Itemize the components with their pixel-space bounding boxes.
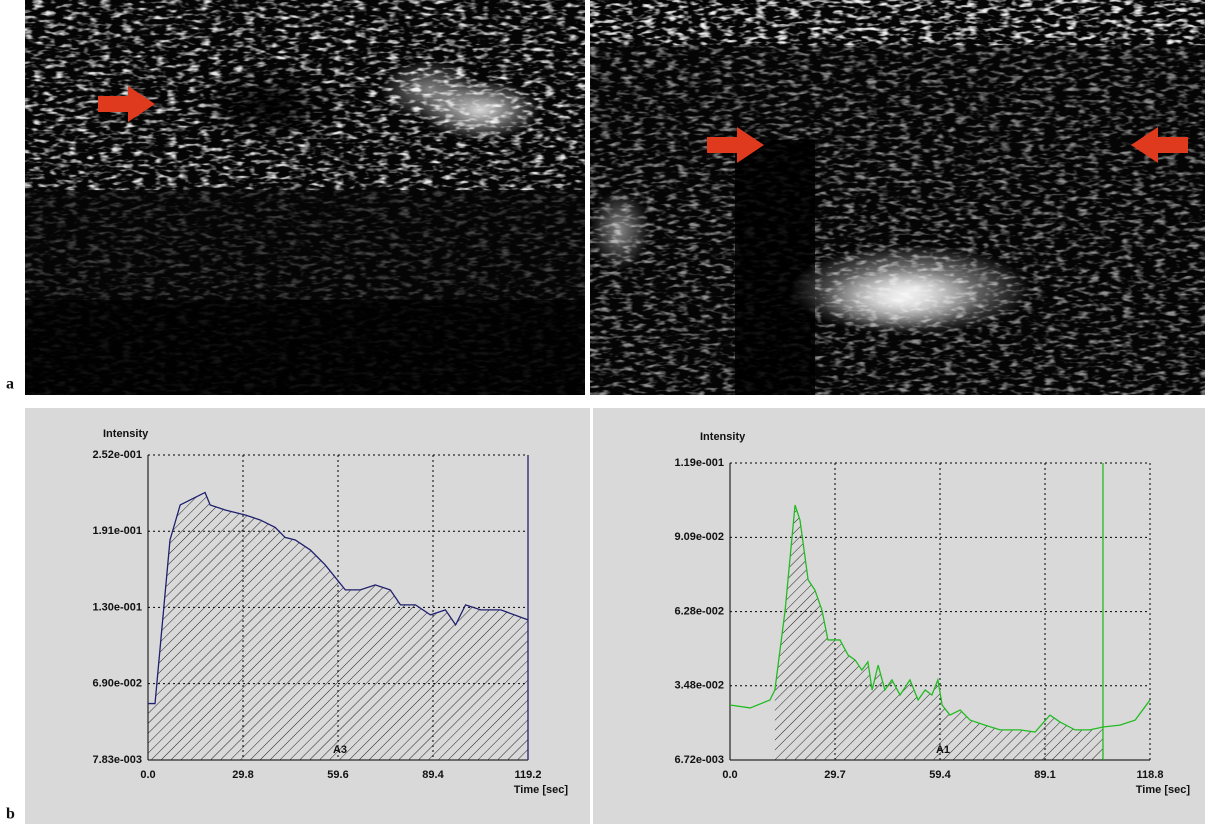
ultrasound-right xyxy=(590,0,1205,395)
y-tick-label: 6.90e-002 xyxy=(92,677,142,689)
y-tick-label: 6.28e-002 xyxy=(674,606,724,618)
y-tick-label: 7.83e-003 xyxy=(92,754,142,766)
y-tick-label: 1.30e-001 xyxy=(92,601,142,613)
region-label: A3 xyxy=(333,744,347,756)
y-tick-label: 6.72e-003 xyxy=(674,754,724,766)
region-label: A1 xyxy=(936,744,950,756)
x-tick-label: 89.1 xyxy=(1034,769,1055,781)
y-axis-label: Intensity xyxy=(103,428,149,440)
x-tick-label: 119.2 xyxy=(515,769,542,781)
figure: a b 7.83e-003 6.90e-002 1.30e-001 1.91e-001… xyxy=(0,0,1210,824)
panel-label: b xyxy=(6,806,15,823)
ultrasound-left xyxy=(25,0,585,395)
x-tick-label: 0.0 xyxy=(140,769,155,781)
x-tick-label: 89.4 xyxy=(422,769,444,781)
x-axis-label: Time [sec] xyxy=(514,784,569,796)
y-axis-label: Intensity xyxy=(700,431,746,443)
x-tick-label: 118.8 xyxy=(1137,769,1164,781)
x-tick-label: 59.4 xyxy=(929,769,951,781)
x-axis-label: Time [sec] xyxy=(1136,784,1191,796)
x-tick-label: 0.0 xyxy=(722,769,737,781)
x-tick-label: 29.7 xyxy=(824,769,845,781)
y-tick-label: 3.48e-002 xyxy=(674,680,724,692)
panel-label: a xyxy=(6,376,14,393)
y-tick-label: 1.19e-001 xyxy=(674,457,724,469)
y-tick-label: 9.09e-002 xyxy=(674,531,724,543)
x-tick-label: 29.8 xyxy=(232,769,253,781)
x-tick-label: 59.6 xyxy=(327,769,348,781)
y-tick-label: 2.52e-001 xyxy=(92,449,142,461)
y-tick-label: 1.91e-001 xyxy=(92,525,142,537)
